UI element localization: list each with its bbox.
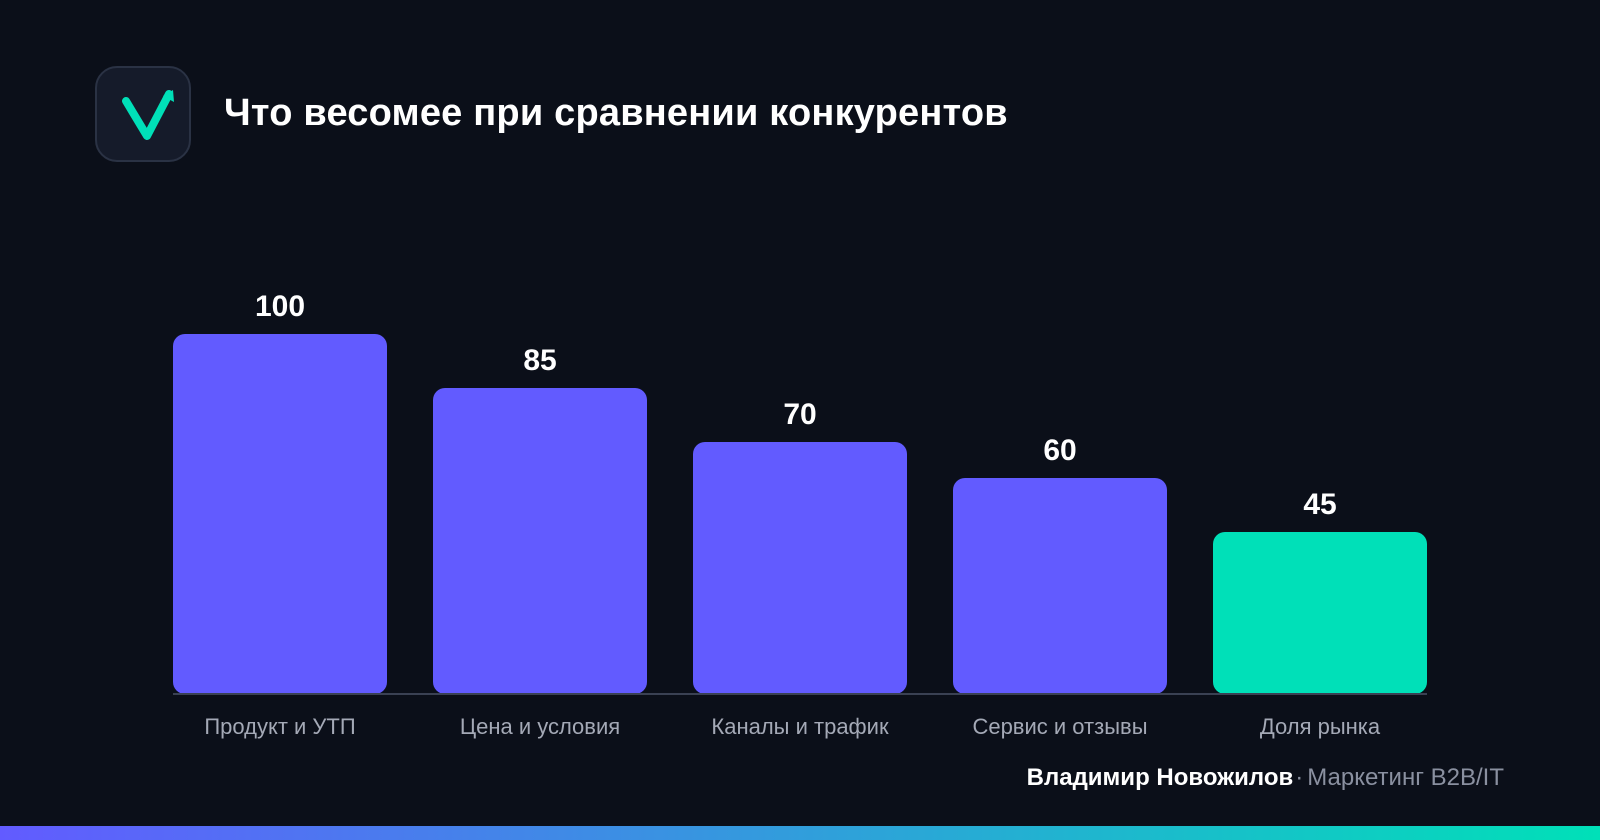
value-label-4: 60	[1043, 434, 1076, 467]
bar-2	[433, 388, 647, 694]
author-role: Маркетинг B2B/IT	[1307, 764, 1504, 791]
bottom-gradient-bar	[0, 826, 1600, 840]
value-label-2: 85	[523, 344, 556, 377]
logo-badge	[95, 66, 191, 162]
category-label-4: Сервис и отзывы	[972, 714, 1147, 739]
bars-group	[173, 334, 1427, 694]
footer-separator: ·	[1295, 764, 1304, 791]
value-labels-group: 100 85 70 60 45	[255, 290, 1337, 521]
category-label-3: Каналы и трафик	[711, 714, 889, 739]
footer-credit: Владимир Новожилов· Маркетинг B2B/IT	[1027, 762, 1504, 794]
bar-chart: 100 85 70 60 45 Продукт и УТП Цена и условия К…	[173, 290, 1427, 739]
author-name: Владимир Новожилов	[1026, 764, 1294, 791]
bar-5	[1213, 532, 1427, 694]
value-label-3: 70	[783, 398, 816, 431]
category-label-2: Цена и условия	[460, 714, 620, 739]
bar-3	[693, 442, 907, 694]
page-title: Что весомее при сравнении конкурентов	[224, 92, 1008, 134]
value-label-5: 45	[1303, 488, 1336, 521]
checkmark-arrow-logo-icon	[122, 90, 174, 140]
bar-4	[953, 478, 1167, 694]
category-labels-group: Продукт и УТП Цена и условия Каналы и траф…	[204, 714, 1381, 739]
value-label-1: 100	[255, 290, 305, 323]
category-label-1: Продукт и УТП	[204, 714, 355, 739]
category-label-5: Доля рынка	[1260, 714, 1381, 739]
bar-1	[173, 334, 387, 694]
